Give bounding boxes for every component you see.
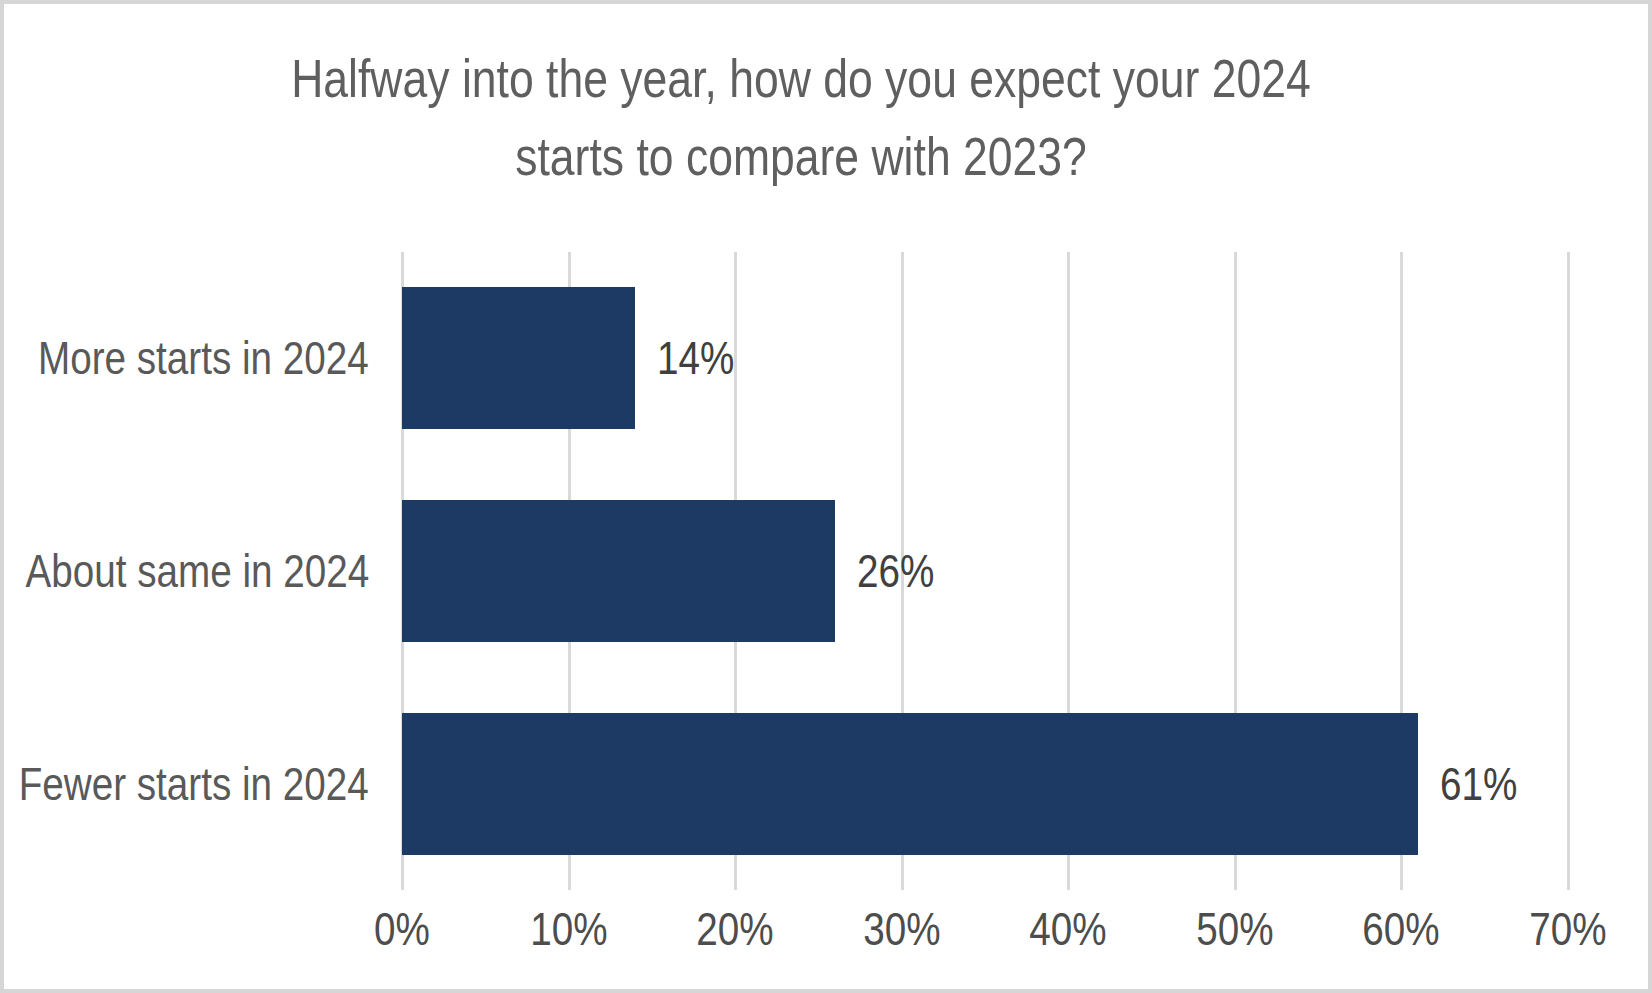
bar-row: 14% <box>402 252 1568 465</box>
x-tick-label: 20% <box>651 902 819 956</box>
x-tick-label: 40% <box>984 902 1152 956</box>
category-label: Fewer starts in 2024 <box>4 677 369 890</box>
category-label: More starts in 2024 <box>4 252 369 465</box>
x-tick-label: 0% <box>318 902 486 956</box>
bar-value-label: 14% <box>657 331 734 385</box>
plot-area: 14% 26% 61% <box>402 252 1568 890</box>
x-tick-label: 60% <box>1317 902 1485 956</box>
bar-row: 61% <box>402 677 1568 890</box>
category-label: About same in 2024 <box>4 465 369 678</box>
x-tick-label: 50% <box>1151 902 1319 956</box>
chart-title-line-1: Halfway into the year, how do you expect… <box>132 40 1471 118</box>
bar-value-label: 61% <box>1440 757 1517 811</box>
bar-fewer-starts-2024 <box>402 713 1418 855</box>
bar-series: 14% 26% 61% <box>402 252 1568 890</box>
chart-title: Halfway into the year, how do you expect… <box>132 40 1471 196</box>
x-tick-label: 10% <box>485 902 653 956</box>
bar-about-same-2024 <box>402 500 835 642</box>
bar-row: 26% <box>402 465 1568 678</box>
x-axis: 0% 10% 20% 30% 40% 50% 60% 70% <box>402 902 1568 962</box>
bar-more-starts-2024 <box>402 287 635 429</box>
x-tick-label: 30% <box>818 902 986 956</box>
x-tick-label: 70% <box>1484 902 1652 956</box>
bar-chart: Halfway into the year, how do you expect… <box>0 0 1652 993</box>
y-axis-category-labels: More starts in 2024 About same in 2024 F… <box>4 252 369 890</box>
bar-value-label: 26% <box>857 544 934 598</box>
chart-title-line-2: starts to compare with 2023? <box>132 118 1471 196</box>
